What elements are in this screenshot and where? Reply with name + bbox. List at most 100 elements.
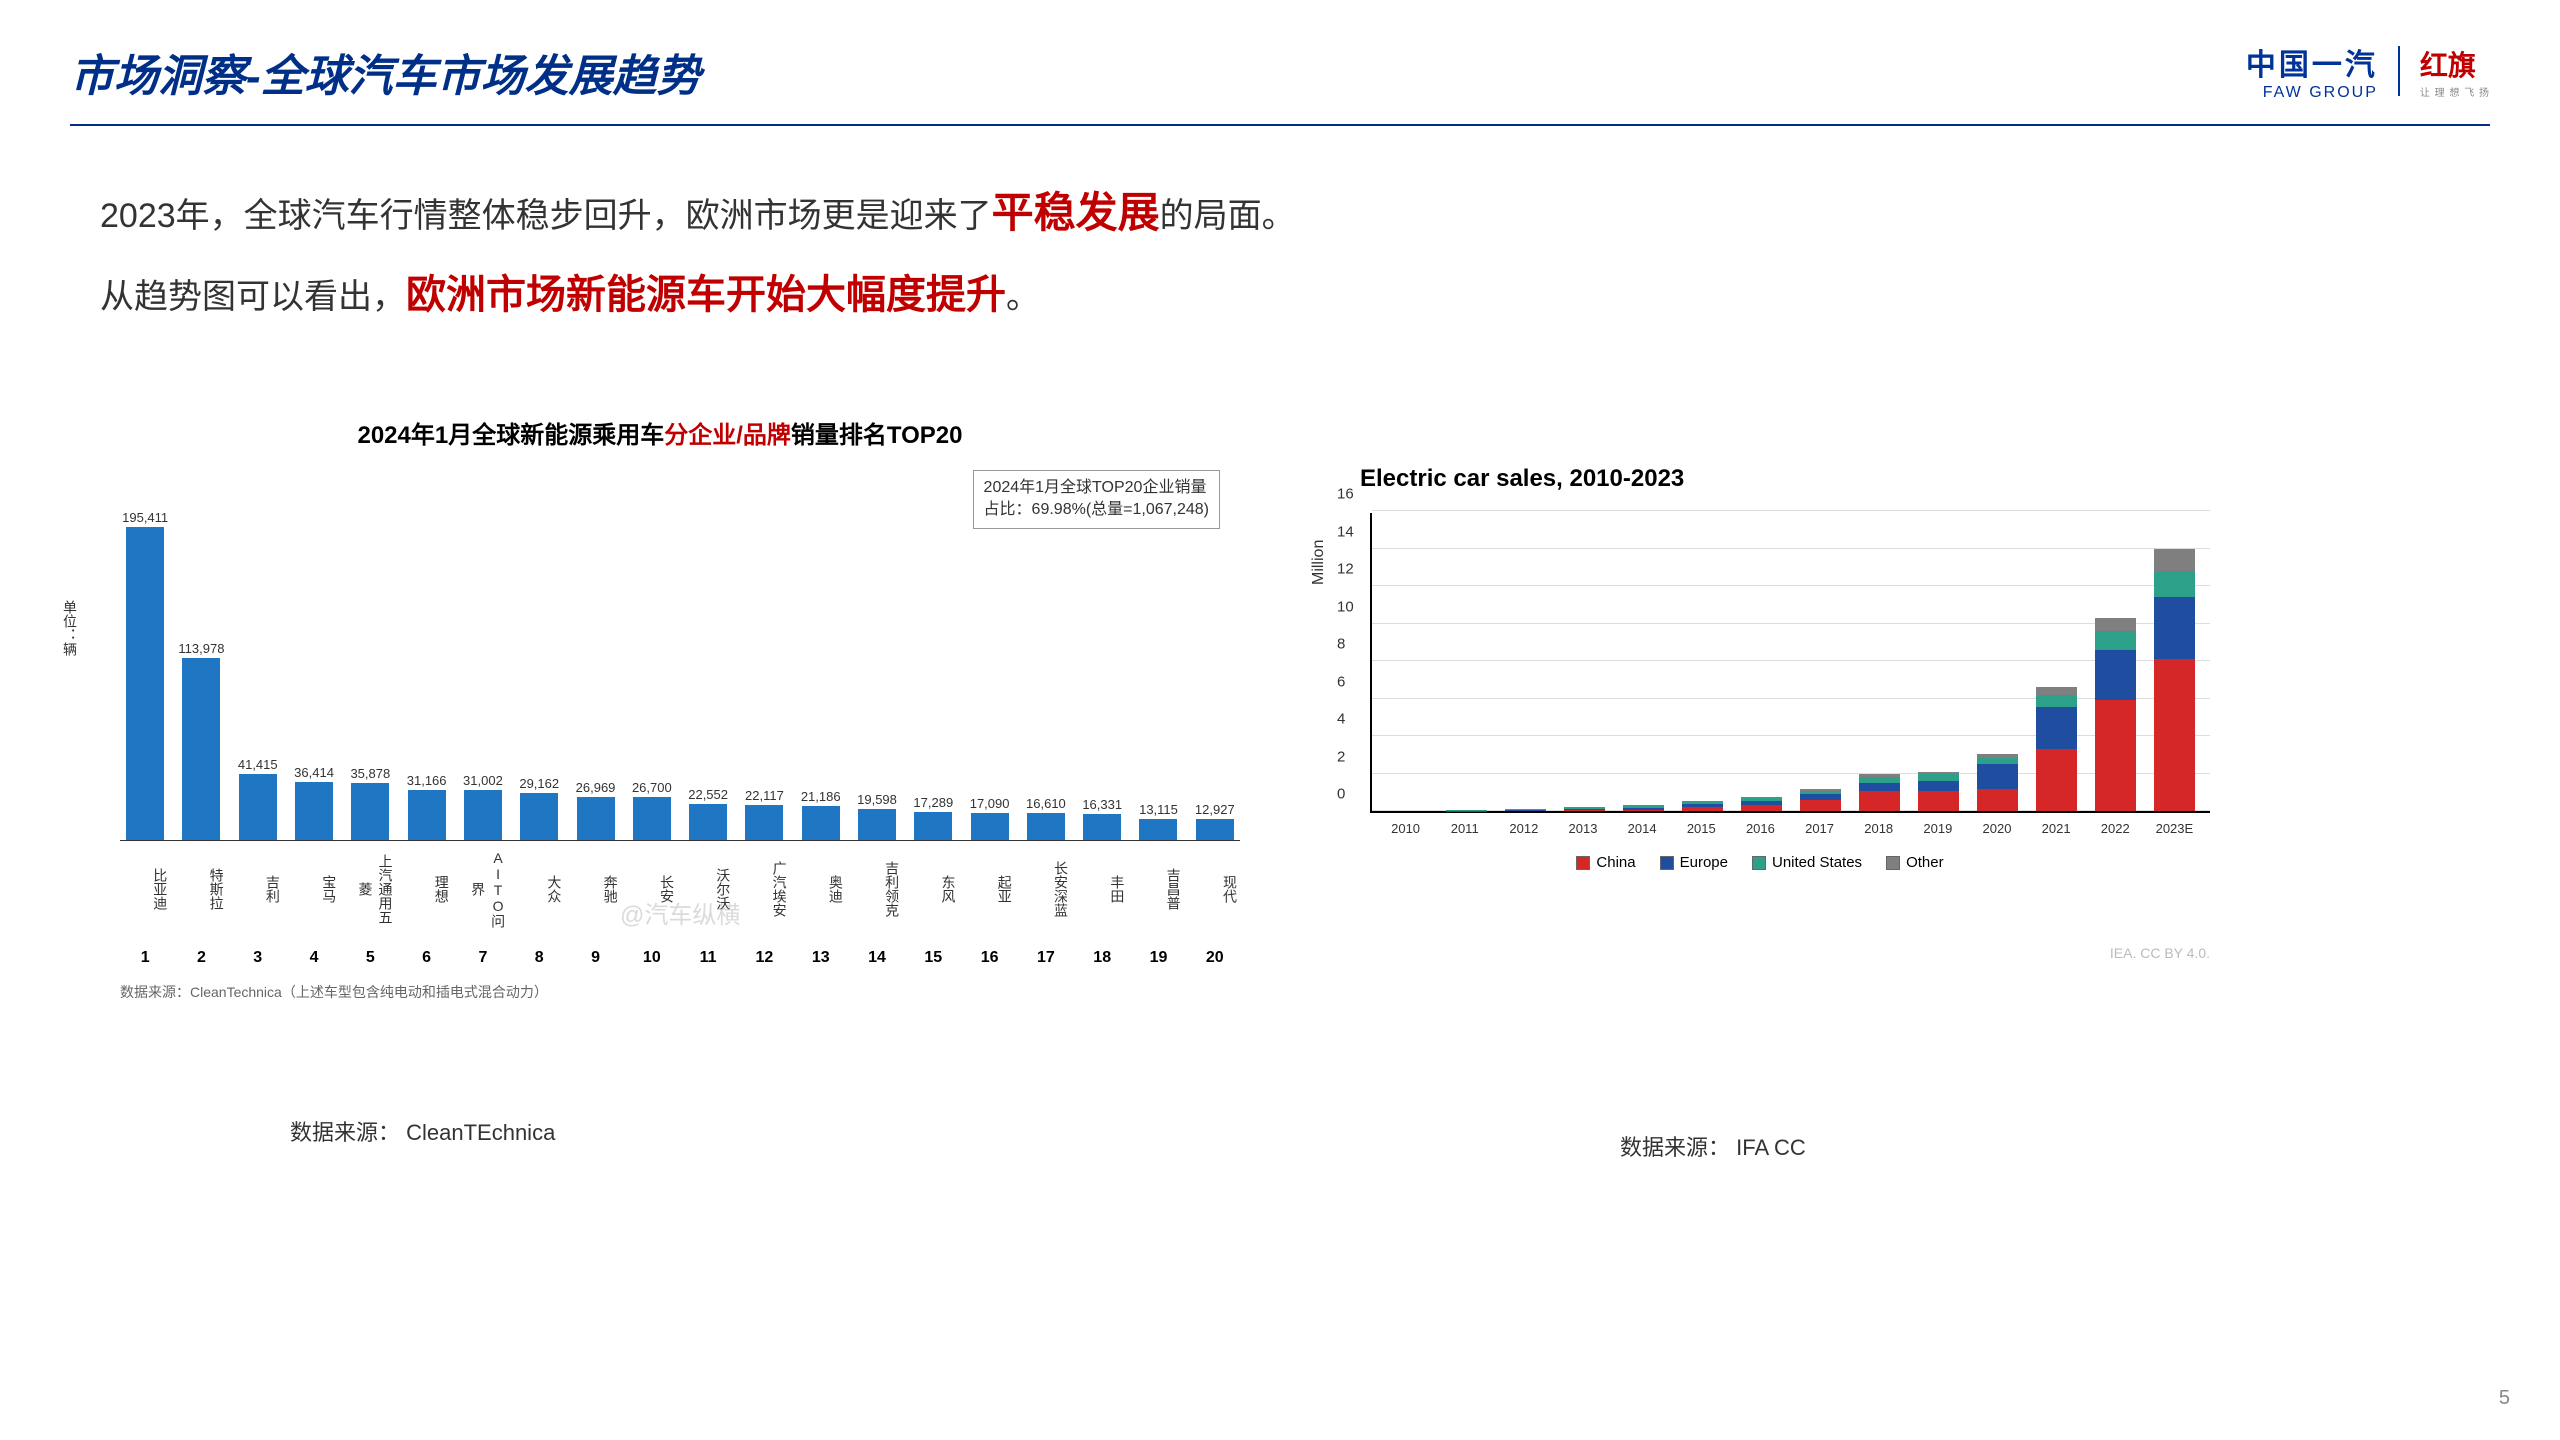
chart1-rank: 10	[627, 949, 677, 967]
chart2-xlabels: 2010201120122013201420152016201720182019…	[1370, 813, 2210, 836]
chart2-xlabel: 2015	[1681, 821, 1722, 836]
chart2-stack	[1446, 810, 1487, 811]
chart1-bar-group: 26,969	[570, 780, 620, 840]
chart1-value: 195,411	[122, 510, 168, 525]
chart2-stack	[1682, 801, 1723, 812]
chart1-bar	[1027, 813, 1065, 840]
chart1-rank: 8	[514, 949, 564, 967]
t-red: 分企业/品牌	[664, 422, 791, 449]
chart2-segment-china	[1800, 800, 1841, 811]
highlight: 欧洲市场新能源车开始大幅度提升	[406, 273, 1006, 317]
page-number: 5	[2499, 1387, 2510, 1410]
chart1-rank: 5	[345, 949, 395, 967]
chart1-bar	[351, 783, 389, 840]
chart2-segment-us	[2036, 695, 2077, 707]
charts-row: 2024年1月全球新能源乘用车分企业/品牌销量排名TOP20 2024年1月全球…	[0, 335, 2560, 1002]
chart1-bar	[408, 790, 446, 840]
chart2-title: Electric car sales, 2010-2023	[1300, 465, 2220, 493]
chart1-xlabel: 宝马	[289, 849, 339, 929]
chart1-plot: 单位：辆 195,411113,97841,41536,41435,87831,…	[100, 480, 1260, 840]
chart1-bar-group: 31,166	[401, 773, 451, 840]
chart1-xlabel: AITO问界	[458, 849, 508, 929]
chart1-xlabel: 广汽埃安	[739, 849, 789, 929]
chart1-xlabels: 比亚迪特斯拉吉利宝马上汽通用五菱理想AITO问界大众奔驰长安沃尔沃广汽埃安奥迪吉…	[60, 841, 1260, 929]
chart2-legend-item: United States	[1752, 854, 1862, 871]
chart2-stack	[1741, 797, 1782, 811]
chart1-bar-group: 29,162	[514, 776, 564, 840]
chart2-ytick: 12	[1337, 561, 1354, 578]
source-right: 数据来源： IFA CC	[1620, 1130, 1806, 1162]
legend-swatch	[1752, 856, 1766, 870]
header: 市场洞察-全球汽车市场发展趋势 中国一汽 FAW GROUP 红旗 让 理 想 …	[0, 0, 2560, 104]
chart1-rank: 3	[233, 949, 283, 967]
chart1-bar-group: 21,186	[796, 789, 846, 840]
chart2-xlabel: 2010	[1385, 821, 1426, 836]
chart2-segment-europe	[1918, 781, 1959, 792]
chart2-ytick: 16	[1337, 486, 1354, 503]
highlight: 平稳发展	[992, 189, 1160, 236]
logo-faw-en: FAW GROUP	[2246, 84, 2378, 102]
chart2-xlabel: 2022	[2095, 821, 2136, 836]
chart1-rank: 20	[1190, 949, 1240, 967]
chart1-value: 12,927	[1195, 802, 1235, 817]
chart1-bar-group: 22,117	[739, 788, 789, 840]
chart1-value: 16,610	[1026, 796, 1066, 811]
chart2-segment-europe	[2036, 707, 2077, 750]
chart2-xlabel: 2021	[2036, 821, 2077, 836]
text: 从趋势图可以看出，	[100, 278, 406, 316]
chart1-xlabel: 吉利领克	[852, 849, 902, 929]
chart1-xlabel: 吉利	[233, 849, 283, 929]
chart2-segment-other	[2095, 618, 2136, 631]
chart2-stack	[1623, 805, 1664, 811]
chart1-xlabel: 大众	[514, 849, 564, 929]
chart2-segment-europe	[1859, 783, 1900, 790]
chart1-value: 21,186	[801, 789, 841, 804]
chart1-bar	[126, 527, 164, 840]
chart2-segment-china	[1859, 791, 1900, 811]
chart1-bar	[914, 812, 952, 840]
chart1-bar	[464, 790, 502, 840]
chart1-bar	[802, 806, 840, 840]
chart1-xlabel: 丰田	[1077, 849, 1127, 929]
logo-area: 中国一汽 FAW GROUP 红旗 让 理 想 飞 扬	[2246, 40, 2490, 102]
chart1-rank: 16	[964, 949, 1014, 967]
chart2-stack	[1859, 774, 1900, 811]
chart1-value: 19,598	[857, 792, 897, 807]
chart2-stack	[1505, 809, 1546, 811]
chart1-bar-group: 31,002	[458, 773, 508, 840]
chart1-xlabel: 奥迪	[796, 849, 846, 929]
chart2-stack	[1800, 789, 1841, 811]
chart2-legend: ChinaEuropeUnited StatesOther	[1300, 854, 2220, 871]
body-line-2: 从趋势图可以看出，欧洲市场新能源车开始大幅度提升。	[100, 255, 2460, 335]
chart2-segment-europe	[1505, 810, 1546, 811]
chart2-ytick: 2	[1337, 748, 1345, 765]
chart1-value: 31,002	[463, 773, 503, 788]
chart2-segment-china	[1623, 810, 1664, 812]
text: 的局面。	[1160, 197, 1296, 235]
chart1-xlabel: 长安深蓝	[1021, 849, 1071, 929]
chart2-stack	[1918, 772, 1959, 811]
chart2-stack	[2154, 549, 2195, 812]
chart1-rank: 18	[1077, 949, 1127, 967]
chart1-bar-group: 26,700	[627, 780, 677, 840]
chart1-rank: 12	[739, 949, 789, 967]
chart1-bar	[239, 774, 277, 840]
chart2-segment-china	[1741, 805, 1782, 811]
chart2-bars	[1372, 513, 2210, 811]
chart1-xlabel: 东风	[908, 849, 958, 929]
logo-faw: 中国一汽 FAW GROUP	[2246, 40, 2378, 102]
logo-faw-cn: 中国一汽	[2246, 40, 2378, 84]
chart1-rank: 15	[908, 949, 958, 967]
chart1-bar-group: 36,414	[289, 765, 339, 840]
chart2-legend-item: Europe	[1660, 854, 1728, 871]
chart2-segment-china	[1918, 791, 1959, 811]
chart2-segment-china	[2095, 700, 2136, 811]
chart-ev-sales: Electric car sales, 2010-2023 Million 02…	[1300, 465, 2220, 871]
chart1-rank: 19	[1133, 949, 1183, 967]
chart2-segment-europe	[1977, 764, 2018, 790]
chart1-ylabel: 单位：辆	[60, 600, 80, 656]
chart2-xlabel: 2011	[1444, 821, 1485, 836]
chart2-segment-us	[2154, 571, 2195, 597]
chart1-rank: 13	[796, 949, 846, 967]
chart2-ytick: 0	[1337, 786, 1345, 803]
